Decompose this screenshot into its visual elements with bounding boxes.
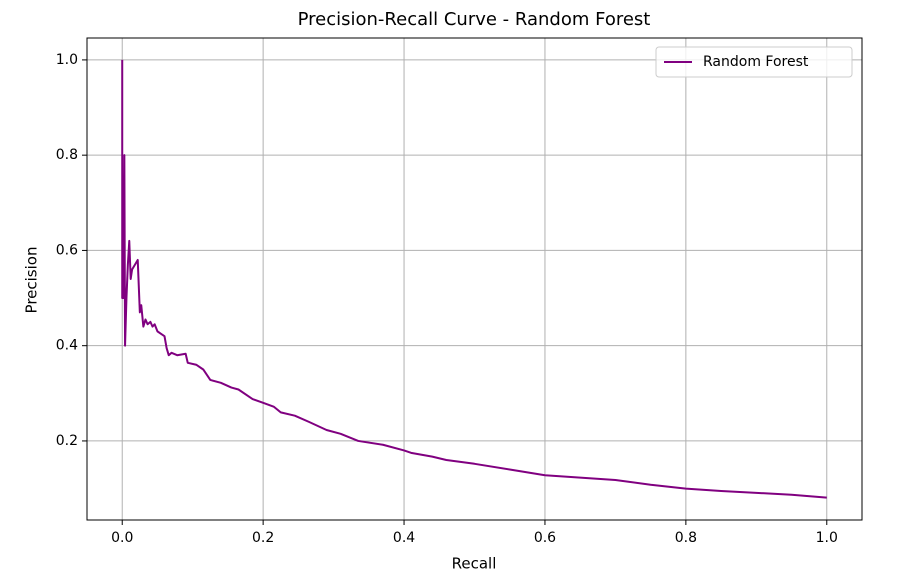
y-tick-label: 0.6 (56, 242, 78, 258)
x-tick-label: 0.2 (252, 530, 274, 546)
x-axis-label: Recall (452, 555, 497, 573)
y-tick-label: 0.4 (56, 338, 78, 354)
legend-label: Random Forest (703, 54, 809, 70)
legend-box (655, 46, 853, 78)
y-tick-label: 0.8 (56, 147, 78, 163)
y-tick-label: 0.2 (56, 433, 78, 449)
x-tick-label: 0.6 (534, 530, 556, 546)
x-tick-label: 0.0 (111, 530, 133, 546)
x-tick-label: 0.8 (675, 530, 697, 546)
x-tick-label: 0.4 (393, 530, 415, 546)
y-axis-label: Precision (23, 247, 41, 314)
plot-frame (86, 37, 863, 521)
chart-title: Precision-Recall Curve - Random Forest (298, 9, 651, 30)
x-tick-label: 1.0 (816, 530, 838, 546)
line-series (121, 59, 827, 499)
y-tick-label: 1.0 (56, 52, 78, 68)
